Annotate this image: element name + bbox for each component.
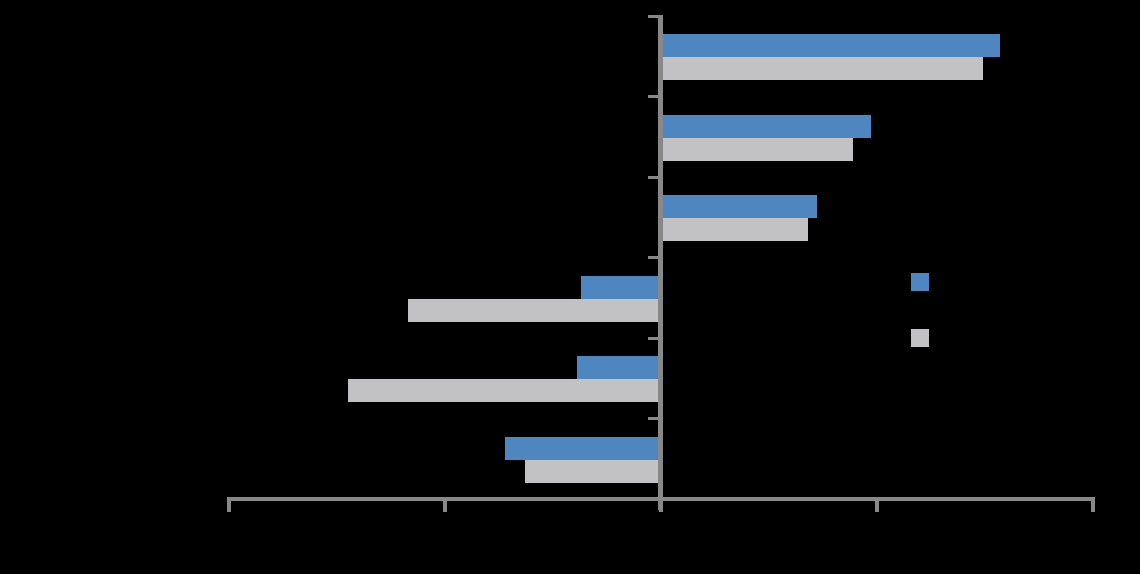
bar-series-blue-cat6	[505, 436, 661, 460]
y-axis-tick-3	[648, 256, 658, 259]
y-axis-tick-0	[648, 14, 658, 18]
bar-series-gray-cat3	[661, 218, 808, 241]
y-axis-tick-4	[648, 336, 658, 340]
bar-series-blue-cat4	[581, 275, 661, 299]
bar-series-blue-cat3	[661, 195, 817, 218]
y-axis-tick-2	[648, 175, 658, 179]
bar-series-gray-cat1	[661, 57, 983, 80]
y-axis-tick-1	[648, 95, 658, 98]
bar-series-blue-cat5	[576, 356, 661, 379]
y-axis-line	[658, 15, 663, 510]
x-axis-tick-1	[443, 497, 447, 512]
legend-swatch-series-gray	[911, 329, 929, 347]
bar-series-gray-cat2	[661, 137, 854, 161]
bar-series-gray-cat4	[408, 298, 661, 322]
legend-swatch-series-blue	[911, 273, 929, 291]
bar-series-blue-cat1	[661, 34, 1001, 57]
x-axis-tick-0	[227, 497, 231, 512]
bar-series-gray-cat6	[524, 459, 661, 483]
bar-series-gray-cat5	[347, 379, 661, 402]
y-axis-tick-5	[648, 417, 658, 420]
x-axis-tick-4	[1091, 497, 1095, 512]
x-axis-tick-2	[659, 497, 663, 512]
bar-series-blue-cat2	[661, 114, 871, 138]
x-axis-tick-3	[875, 497, 879, 512]
